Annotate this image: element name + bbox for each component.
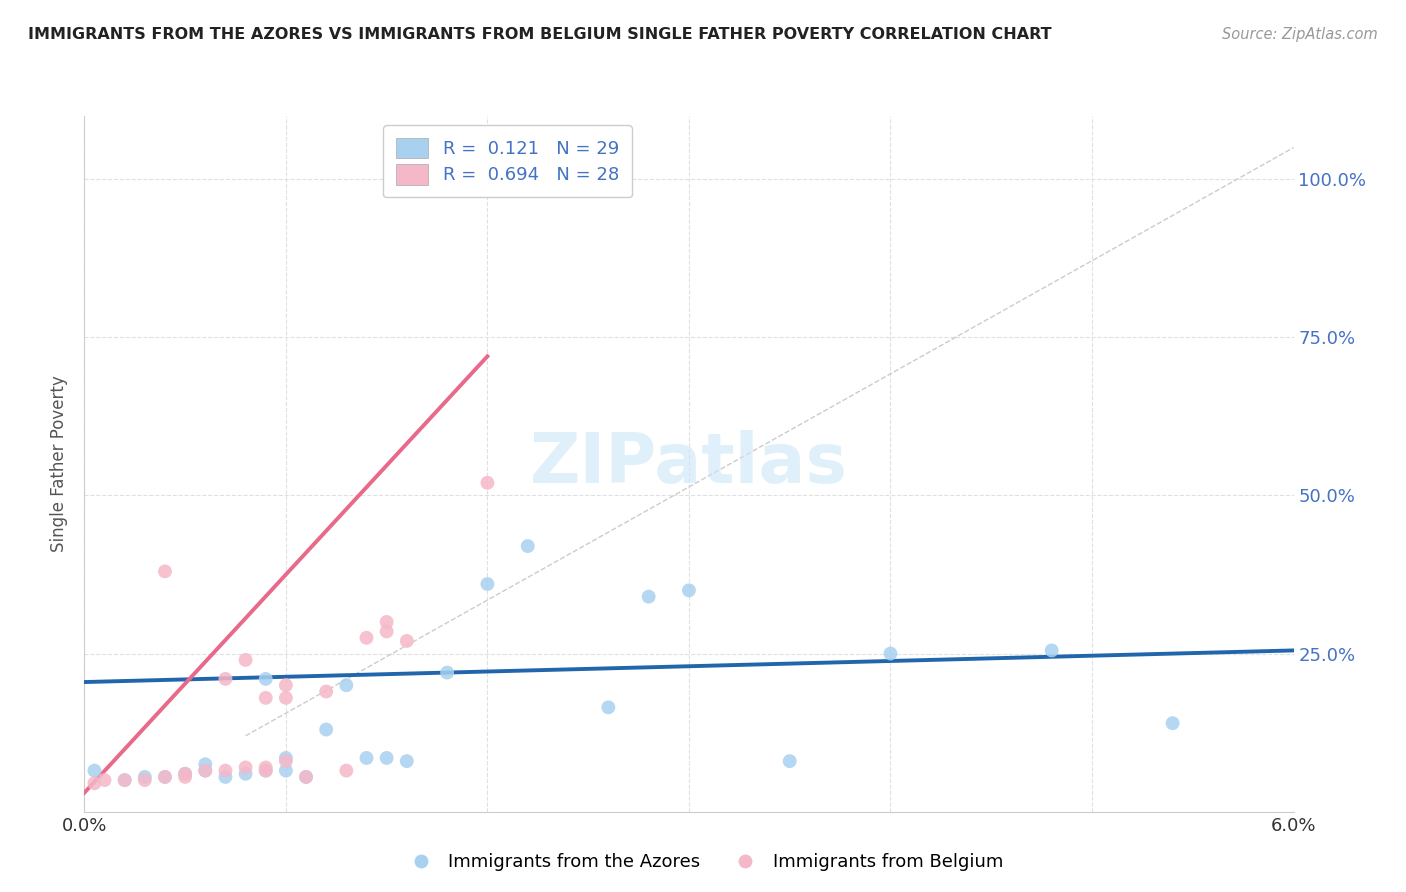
Point [477, 475, 499, 490]
Point [375, 615, 398, 629]
Point [214, 770, 236, 784]
Point [153, 565, 176, 579]
Point [375, 624, 398, 639]
Point [274, 764, 297, 778]
Text: IMMIGRANTS FROM THE AZORES VS IMMIGRANTS FROM BELGIUM SINGLE FATHER POVERTY CORR: IMMIGRANTS FROM THE AZORES VS IMMIGRANTS… [28, 27, 1052, 42]
Point [114, 773, 136, 788]
Point [194, 757, 217, 772]
Point [134, 773, 156, 788]
Point [254, 764, 277, 778]
Point [295, 770, 318, 784]
Point [83, 776, 105, 790]
Legend: R =  0.121   N = 29, R =  0.694   N = 28: R = 0.121 N = 29, R = 0.694 N = 28 [384, 125, 631, 197]
Legend: Immigrants from the Azores, Immigrants from Belgium: Immigrants from the Azores, Immigrants f… [396, 847, 1010, 879]
Y-axis label: Single Father Poverty: Single Father Poverty [51, 376, 69, 552]
Point [235, 653, 257, 667]
Point [274, 754, 297, 768]
Point [174, 766, 197, 780]
Point [235, 760, 257, 774]
Point [274, 678, 297, 692]
Point [496, 172, 519, 186]
Point [395, 634, 418, 648]
Point [315, 684, 337, 698]
Point [93, 773, 115, 788]
Point [356, 751, 378, 765]
Point [174, 770, 197, 784]
Text: Source: ZipAtlas.com: Source: ZipAtlas.com [1222, 27, 1378, 42]
Point [375, 751, 398, 765]
Point [1161, 716, 1184, 731]
Point [114, 773, 136, 788]
Text: ZIPatlas: ZIPatlas [530, 430, 848, 498]
Point [274, 751, 297, 765]
Point [879, 647, 901, 661]
Point [315, 723, 337, 737]
Point [235, 766, 257, 780]
Point [153, 770, 176, 784]
Point [598, 700, 620, 714]
Point [637, 590, 659, 604]
Point [274, 690, 297, 705]
Point [134, 770, 156, 784]
Point [254, 690, 277, 705]
Point [254, 672, 277, 686]
Point [153, 770, 176, 784]
Point [477, 577, 499, 591]
Point [174, 766, 197, 780]
Point [295, 770, 318, 784]
Point [254, 764, 277, 778]
Point [83, 764, 105, 778]
Point [254, 760, 277, 774]
Point [194, 764, 217, 778]
Point [194, 764, 217, 778]
Point [214, 764, 236, 778]
Point [1040, 643, 1063, 657]
Point [214, 672, 236, 686]
Point [516, 539, 538, 553]
Point [779, 754, 801, 768]
Point [436, 665, 458, 680]
Point [395, 754, 418, 768]
Point [356, 631, 378, 645]
Point [335, 764, 357, 778]
Point [678, 583, 700, 598]
Point [335, 678, 357, 692]
